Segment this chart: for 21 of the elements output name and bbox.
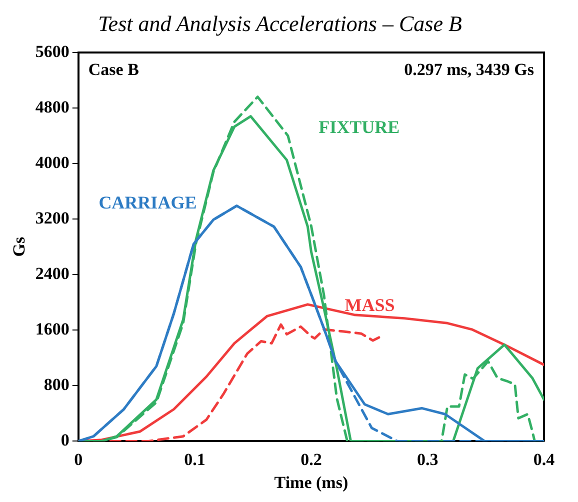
y-tick-label: 1600 <box>35 320 70 339</box>
y-tick-label: 4800 <box>35 97 70 116</box>
y-tick-label: 5600 <box>35 42 70 61</box>
chart-title: Test and Analysis Accelerations – Case B <box>98 10 462 36</box>
x-tick-label: 0.4 <box>533 450 556 469</box>
x-axis-title: Time (ms) <box>274 473 348 492</box>
y-tick-label: 2400 <box>35 264 70 283</box>
annotation: Case B <box>88 60 139 79</box>
series-label: MASS <box>344 295 395 316</box>
x-tick-label: 0.1 <box>184 450 206 469</box>
annotation: 0.297 ms, 3439 Gs <box>404 60 534 79</box>
y-axis-title: Gs <box>10 236 29 257</box>
x-tick-label: 0 <box>74 450 83 469</box>
text: FIXTURE <box>318 116 400 137</box>
y-tick-label: 800 <box>44 375 70 394</box>
x-tick-label: 0.2 <box>300 450 322 469</box>
x-tick-label: 0.3 <box>416 450 438 469</box>
y-tick-label: 0 <box>60 430 70 450</box>
y-tick-label: 4000 <box>35 152 70 172</box>
y-tick-label: 3200 <box>35 208 70 228</box>
series-label: CARRIAGE <box>98 192 197 212</box>
